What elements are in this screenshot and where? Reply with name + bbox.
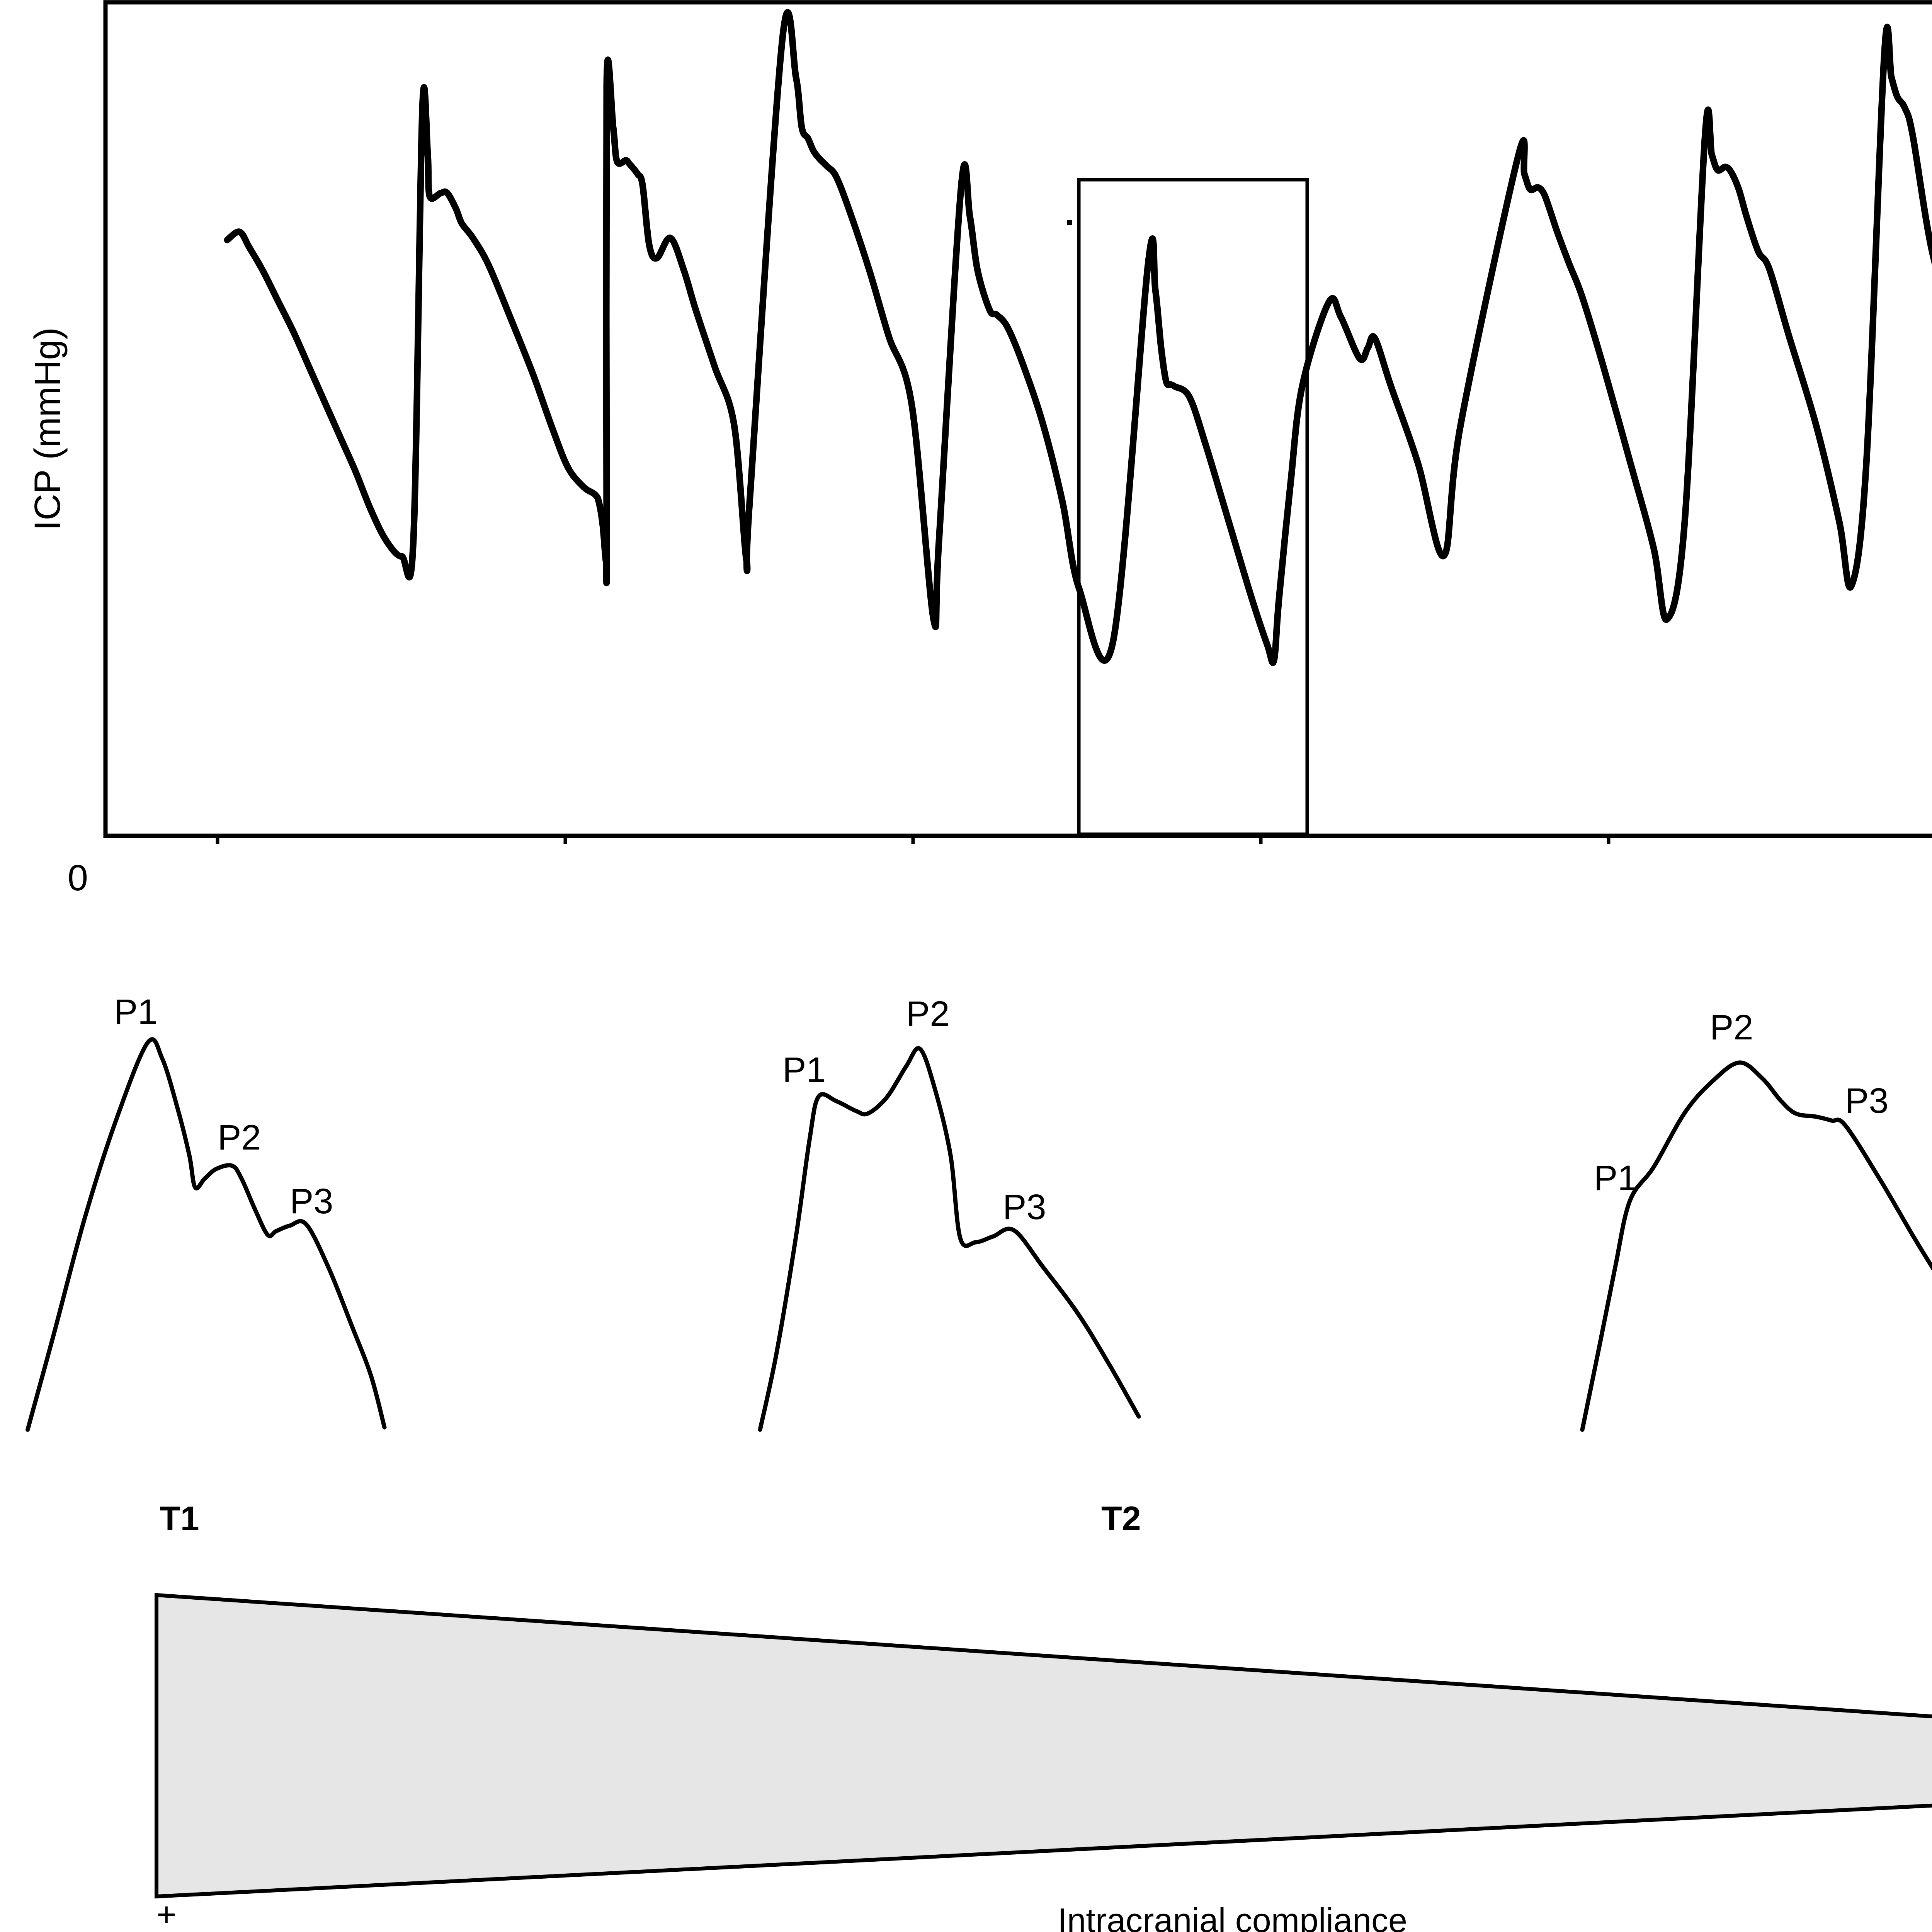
svg-text:P3: P3 (290, 1182, 333, 1221)
svg-text:P1: P1 (1594, 1158, 1638, 1198)
svg-text:P2: P2 (218, 1118, 261, 1157)
svg-text:P1: P1 (782, 1050, 826, 1090)
svg-text:P2: P2 (906, 994, 950, 1034)
svg-text:P1: P1 (114, 992, 158, 1032)
svg-text:P3: P3 (1003, 1187, 1046, 1227)
svg-text:P2: P2 (1710, 1008, 1753, 1047)
svg-text:ICP (mmHg): ICP (mmHg) (27, 327, 68, 531)
svg-text:T2: T2 (1101, 1499, 1141, 1537)
svg-text:+: + (156, 1895, 176, 1932)
svg-text:P3: P3 (1845, 1081, 1889, 1121)
svg-text:T1: T1 (160, 1499, 199, 1537)
svg-text:Intracranial compliance: Intracranial compliance (1058, 1901, 1407, 1932)
